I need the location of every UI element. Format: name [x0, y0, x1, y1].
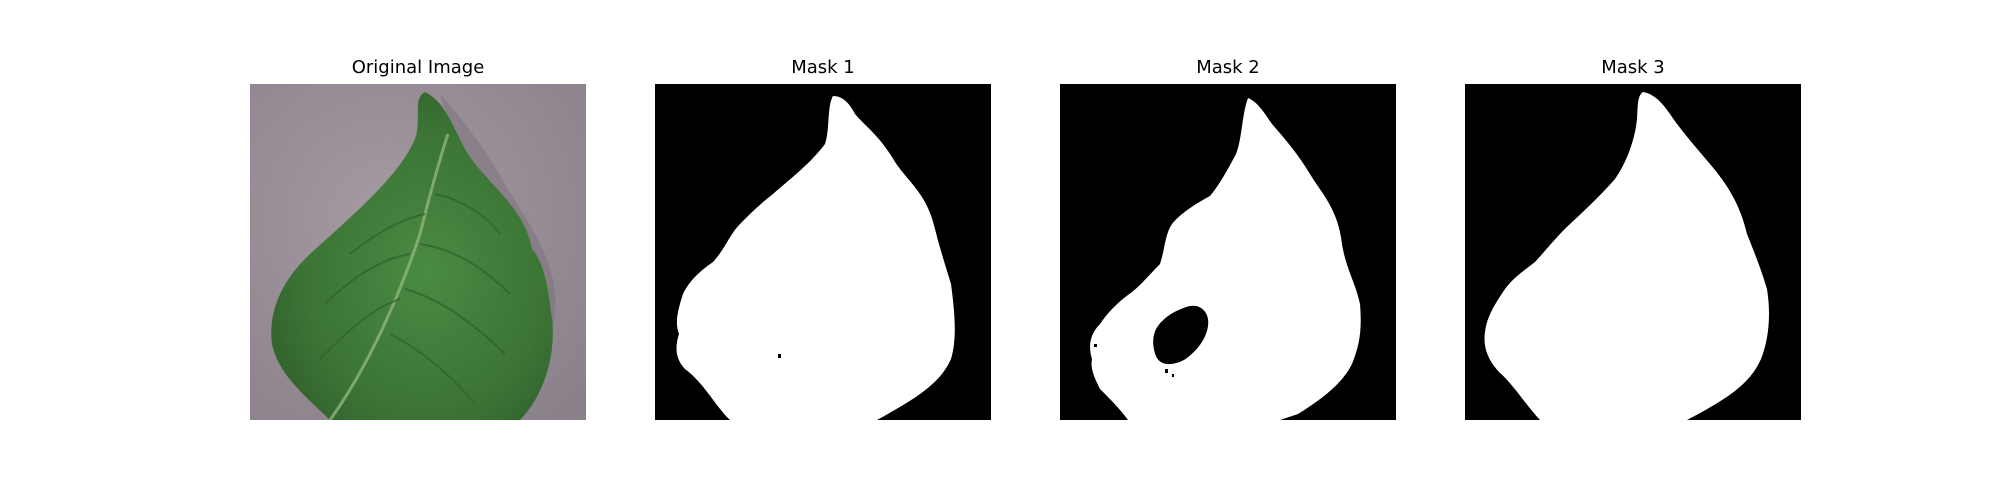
mask-2-image	[1060, 84, 1396, 420]
panel-mask-3: Mask 3	[1465, 0, 1801, 500]
mask-3-image	[1465, 84, 1801, 420]
panel-title: Mask 2	[1196, 57, 1260, 78]
panel-title: Mask 3	[1601, 57, 1665, 78]
panel-mask-1: Mask 1	[655, 0, 991, 500]
panel-mask-2: Mask 2	[1060, 0, 1396, 500]
panel-title: Mask 1	[791, 57, 855, 78]
panel-original-image: Original Image	[250, 0, 586, 500]
panel-title: Original Image	[351, 57, 485, 78]
original-leaf-photo	[250, 84, 586, 420]
mask-1-image	[655, 84, 991, 420]
